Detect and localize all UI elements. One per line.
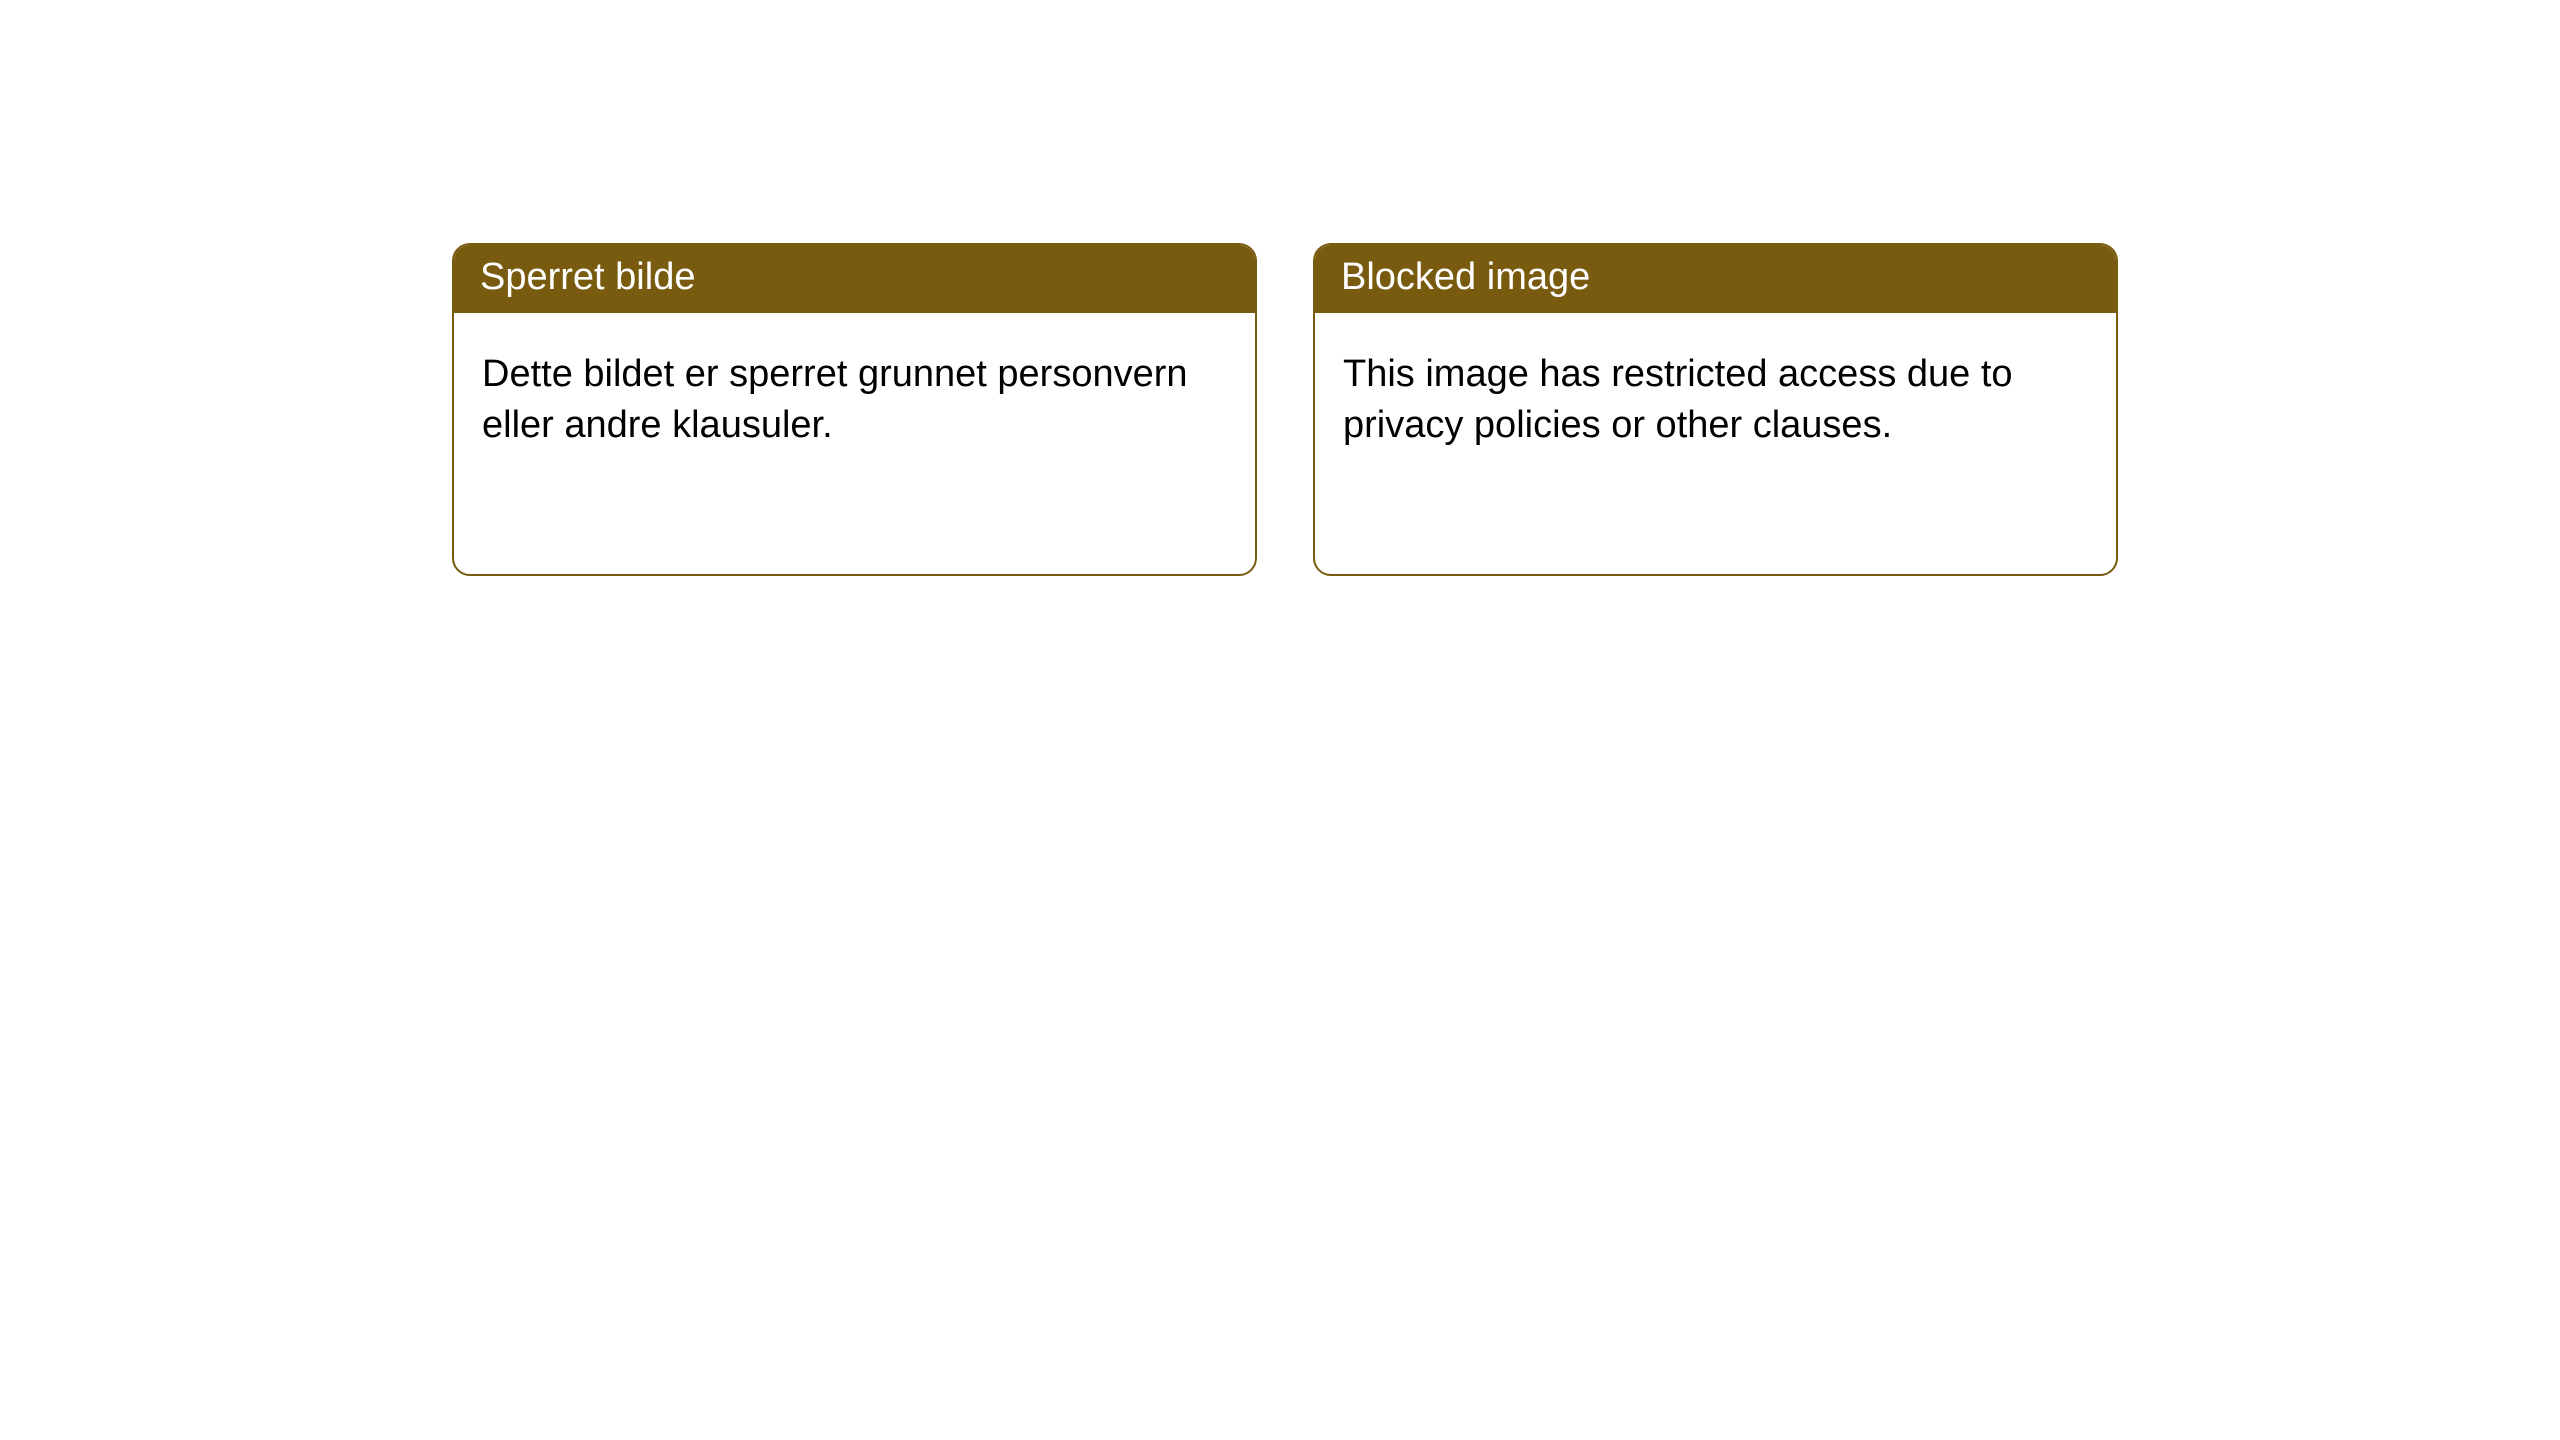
notice-card-en: Blocked image This image has restricted … [1313, 243, 2118, 576]
notice-title-no: Sperret bilde [454, 245, 1255, 313]
notice-container: Sperret bilde Dette bildet er sperret gr… [0, 0, 2560, 576]
notice-title-en: Blocked image [1315, 245, 2116, 313]
notice-body-no: Dette bildet er sperret grunnet personve… [454, 313, 1255, 480]
notice-body-en: This image has restricted access due to … [1315, 313, 2116, 480]
notice-card-no: Sperret bilde Dette bildet er sperret gr… [452, 243, 1257, 576]
